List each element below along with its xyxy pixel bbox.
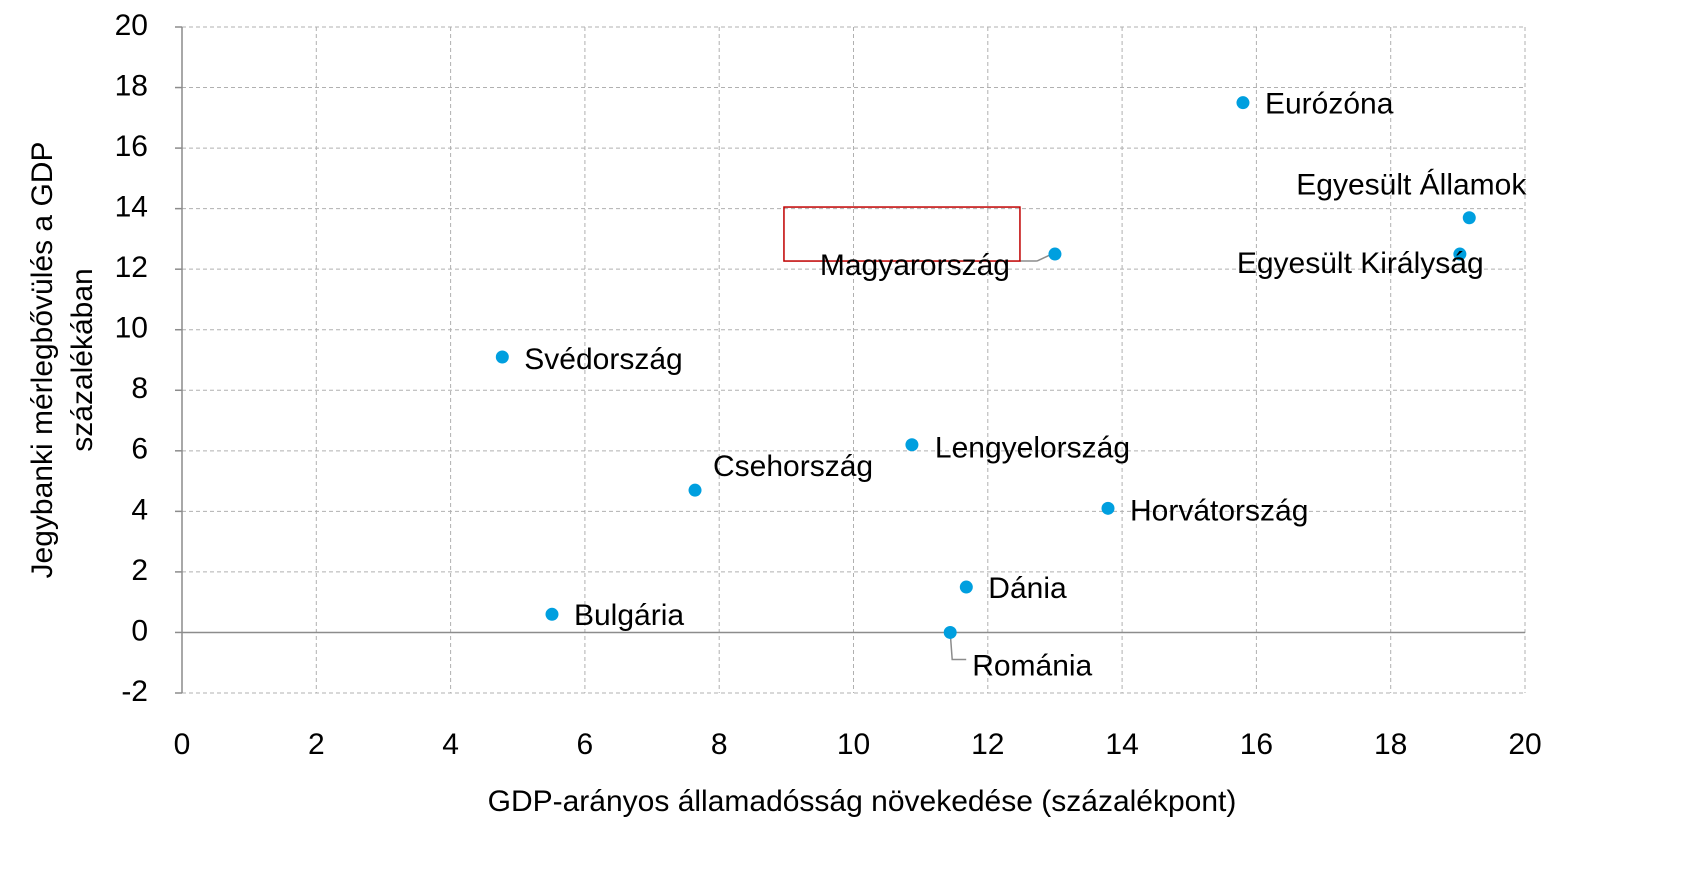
- point-label: Egyesült Királyság: [1237, 247, 1484, 280]
- x-tick-label: 8: [711, 728, 728, 761]
- point-label: Magyarország: [820, 249, 1010, 282]
- y-tick-label: 20: [115, 9, 148, 42]
- point-label: Románia: [972, 649, 1092, 682]
- highlight-box: [783, 206, 1021, 262]
- point: [1236, 96, 1250, 110]
- y-tick-label: 8: [131, 372, 148, 405]
- y-axis-title: százalékában: [66, 268, 99, 451]
- y-tick-label: -2: [121, 675, 148, 708]
- y-tick-label: 12: [115, 251, 148, 284]
- y-tick-label: 6: [131, 433, 148, 466]
- point-label: Horvátország: [1130, 494, 1308, 527]
- y-tick-label: 18: [115, 69, 148, 102]
- leader-line: [949, 632, 967, 661]
- point-label: Eurózóna: [1265, 88, 1394, 121]
- point: [495, 350, 509, 364]
- point: [959, 580, 973, 594]
- x-tick-label: 12: [971, 728, 1004, 761]
- x-axis-title: GDP-arányos államadósság növekedése (szá…: [488, 785, 1237, 818]
- x-tick-label: 14: [1105, 728, 1138, 761]
- y-tick-label: 0: [131, 614, 148, 647]
- x-tick-label: 10: [837, 728, 870, 761]
- y-tick-label: 10: [115, 312, 148, 345]
- point: [1101, 501, 1115, 515]
- x-tick-label: 6: [577, 728, 594, 761]
- point-label: Lengyelország: [935, 432, 1130, 465]
- point: [1462, 211, 1476, 225]
- y-tick-label: 4: [131, 493, 148, 526]
- point-label: Bulgária: [574, 599, 684, 632]
- x-tick-label: 20: [1508, 728, 1541, 761]
- point-label: Csehország: [713, 450, 873, 483]
- point: [1453, 247, 1467, 261]
- x-tick-label: 18: [1374, 728, 1407, 761]
- x-tick-label: 2: [308, 728, 325, 761]
- y-axis-title: Jegybanki mérlegbővülés a GDP: [26, 142, 59, 579]
- point: [688, 483, 702, 497]
- point: [1048, 247, 1062, 261]
- point: [545, 607, 559, 621]
- point: [943, 625, 957, 639]
- point: [905, 438, 919, 452]
- x-tick-label: 4: [442, 728, 459, 761]
- point-label: Dánia: [988, 572, 1067, 605]
- x-tick-label: 16: [1240, 728, 1273, 761]
- y-tick-label: 14: [115, 191, 148, 224]
- y-tick-label: 16: [115, 130, 148, 163]
- point-label: Egyesült Államok: [1296, 169, 1527, 202]
- x-tick-label: 0: [174, 728, 191, 761]
- point-label: Svédország: [524, 343, 682, 376]
- y-tick-label: 2: [131, 554, 148, 587]
